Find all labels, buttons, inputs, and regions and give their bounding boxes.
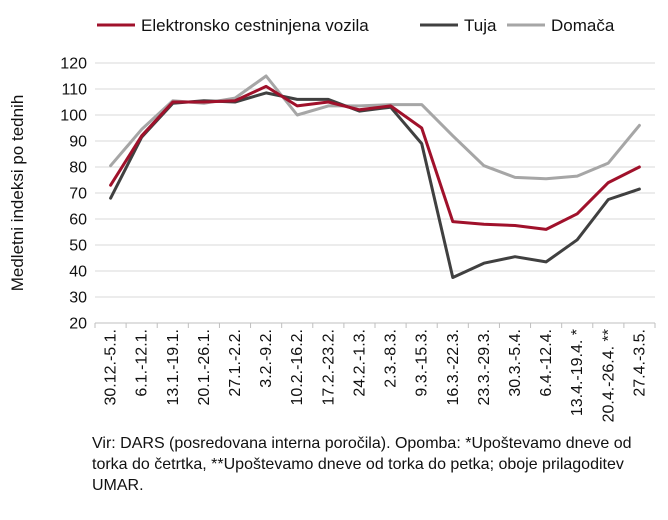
x-tick-label: 27.1.-2.2. [227,329,244,397]
series-line-2 [109,74,641,181]
legend: Elektronsko cestninjena vozila Tuja Domača [97,16,615,35]
y-tick-label: 90 [69,134,87,151]
x-tick-label: 17.2.-23.2. [320,329,337,406]
gridlines [95,62,655,298]
y-tick-label: 100 [60,108,87,125]
legend-label: Tuja [464,16,497,35]
x-tick-label: 16.3.-22.3. [445,329,462,406]
y-tick-label: 20 [69,316,87,333]
x-tick-label: 6.1.-12.1. [134,329,151,397]
y-tick-label: 30 [69,290,87,307]
y-tick-label: 50 [69,238,87,255]
x-tick-label: 23.3.-29.3. [476,329,493,406]
x-tick-label: 30.12.-5.1. [103,329,120,406]
y-tick-label: 70 [69,186,87,203]
x-tick-label: 13.4.-19.4. * [569,329,586,416]
y-axis-label: Medletni indeksi po tednih [8,95,27,292]
x-tick-label: 6.4.-12.4. [538,329,555,397]
y-tick-label: 60 [69,212,87,229]
legend-label: Elektronsko cestninjena vozila [141,16,369,35]
y-tick-label: 110 [61,82,87,99]
y-axis-ticks: 20 30 40 50 60 70 80 90 100 110 120 [60,56,87,333]
y-tick-label: 40 [69,264,87,281]
x-tick-label: 2.3.-8.3. [383,329,400,388]
x-tick-label: 24.2.-1.3. [351,329,368,397]
x-tick-label: 27.4.-3.5. [631,329,648,397]
x-tick-label: 30.3.-5.4. [507,329,524,397]
series-line-1 [109,91,641,279]
x-tick-label: 13.1.-19.1. [165,329,182,406]
line-chart: Elektronsko cestninjena vozila Tuja Domača… [8,16,656,422]
x-tick-label: 10.2.-16.2. [289,329,306,406]
x-tick-label: 3.2.-9.2. [258,329,275,388]
source-note: Vir: DARS (posredovana interna poročila)… [92,435,632,494]
series-lines [109,74,641,279]
x-axis-ticks: 30.12.-5.1. 6.1.-12.1. 13.1.-19.1. 20.1.-26… [103,329,649,422]
y-tick-label: 120 [60,56,87,73]
series-line-0 [109,84,641,231]
y-tick-label: 80 [69,160,87,177]
x-tick-label: 20.4.-26.4. ** [600,329,617,422]
x-tick-label: 20.1.-26.1. [196,329,213,406]
legend-label: Domača [551,16,615,35]
x-tick-label: 9.3.-15.3. [414,329,431,397]
x-axis [94,322,656,328]
